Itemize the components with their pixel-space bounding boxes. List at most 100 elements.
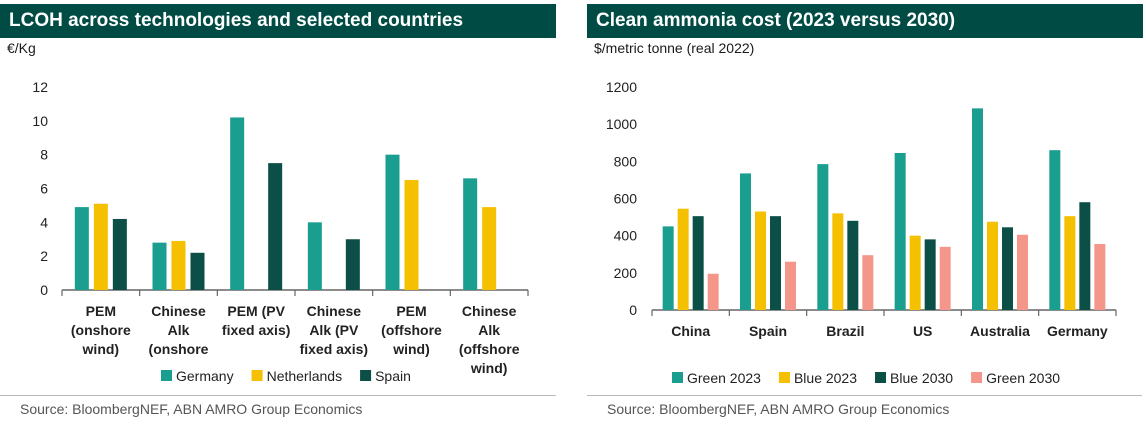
bar-blue-2023 [677,208,689,310]
bar-green-2023 [662,226,674,310]
bar-blue-2030 [692,216,704,310]
category-label-line: wind) [82,341,120,357]
category-label-line: Chinese [307,303,362,319]
bar-germany [463,178,478,290]
y-tick-label: 8 [40,147,48,163]
legend-label: Netherlands [267,368,343,384]
bar-netherlands [404,180,419,290]
lcoh-chart-title: LCOH across technologies and selected co… [0,4,556,38]
bar-green-2023 [740,173,751,310]
category-label: Chinese Alk (offshore wind) [459,303,520,376]
category-label-line: wind) [392,341,430,357]
bar-blue-2030 [847,220,859,310]
bar-green-2023 [972,108,983,310]
legend-swatch [360,370,372,381]
lcoh-chart: 0 2 4 6 8 10 12 PEM (onshore wind) Chinese Alk (onsh… [32,79,529,384]
category-label: Germany [1047,323,1108,339]
bar-germany [74,207,89,290]
bar-netherlands [482,207,497,290]
category-label: PEM (offshore wind) [381,303,442,357]
bar-green-2030 [1017,234,1028,310]
category-label: China [671,323,710,339]
ammonia-source: Source: BloombergNEF, ABN AMRO Group Eco… [607,401,950,417]
category-label: Spain [749,323,787,339]
y-tick-label: 6 [40,181,48,197]
bar-green-2030 [707,273,719,310]
category-label-line: (offshore [459,341,520,357]
legend-label: Germany [176,368,234,384]
bar-germany [385,154,400,290]
y-tick-label: 0 [629,302,637,318]
legend-label: Green 2030 [986,370,1060,386]
bar-green-2023 [1049,150,1061,310]
legend-swatch [161,370,172,381]
bar-blue-2030 [1079,202,1091,310]
ammonia-chart: 0 200 400 600 800 1000 1200 China Spain Brazil US A… [606,79,1117,386]
category-label: US [913,323,932,339]
category-label-line: fixed axis) [300,341,368,357]
bar-green-2023 [894,152,906,310]
source-divider [0,395,556,396]
bar-blue-2023 [1064,216,1076,310]
y-tick-label: 4 [40,214,48,230]
bar-netherlands [171,240,186,290]
category-label-line: Brazil [826,323,864,339]
bar-green-2023 [817,164,829,310]
category-label-line: Alk [168,322,190,338]
category-label-line: PEM [396,303,426,319]
source-divider [587,395,1142,396]
y-tick-label: 600 [614,191,638,207]
bar-germany [230,117,245,290]
bar-germany [152,242,167,290]
category-label-line: US [913,323,932,339]
legend-swatch [778,372,790,383]
bar-green-2030 [785,261,796,310]
category-label-line: PEM (PV [227,303,285,319]
lcoh-source: Source: BloombergNEF, ABN AMRO Group Eco… [20,401,363,417]
bar-green-2030 [1094,244,1106,310]
category-label-line: fixed axis) [222,322,290,338]
category-label-line: (offshore [381,322,442,338]
category-label-line: PEM [86,303,116,319]
bar-green-2030 [862,255,874,310]
lcoh-panel: LCOH across technologies and selected co… [0,0,560,425]
bar-blue-2023 [909,235,921,310]
ammonia-panel: Clean ammonia cost (2023 versus 2030) $/… [587,0,1146,425]
legend-swatch [971,372,983,383]
legend-label: Spain [375,368,411,384]
legend-label: Blue 2030 [890,370,953,386]
y-tick-label: 2 [40,248,48,264]
category-label: Brazil [826,323,864,339]
bar-blue-2030 [924,239,936,310]
y-tick-label: 800 [614,153,638,169]
y-tick-label: 1000 [606,116,637,132]
y-tick-label: 10 [32,113,48,129]
bar-blue-2023 [755,211,766,310]
category-label-line: (onshore [71,322,131,338]
bar-netherlands [93,203,108,290]
bar-spain [112,218,127,290]
category-label-line: Chinese [462,303,517,319]
legend-swatch [251,370,263,381]
bar-green-2030 [939,246,951,310]
legend-swatch [875,372,887,383]
bar-blue-2030 [1002,227,1013,310]
category-label-line: China [671,323,710,339]
bar-blue-2030 [770,216,781,310]
category-label-line: Chinese [151,303,206,319]
ammonia-unit-label: $/metric tonne (real 2022) [594,40,755,56]
bar-blue-2023 [832,213,844,310]
legend-swatch [672,372,683,383]
category-label: Chinese Alk (PV fixed axis) [300,303,368,357]
legend-label: Blue 2023 [794,370,857,386]
ammonia-chart-title: Clean ammonia cost (2023 versus 2030) [587,4,1143,38]
bar-germany [307,222,322,290]
category-label-line: wind) [470,360,508,376]
category-label-line: Australia [970,323,1030,339]
category-label: Australia [970,323,1030,339]
legend-label: Green 2023 [687,370,761,386]
category-label-line: Germany [1047,323,1108,339]
category-label-line: Alk (PV [309,322,359,338]
category-label: PEM (PV fixed axis) [222,303,290,338]
category-label: Chinese Alk (onshore [149,303,209,357]
